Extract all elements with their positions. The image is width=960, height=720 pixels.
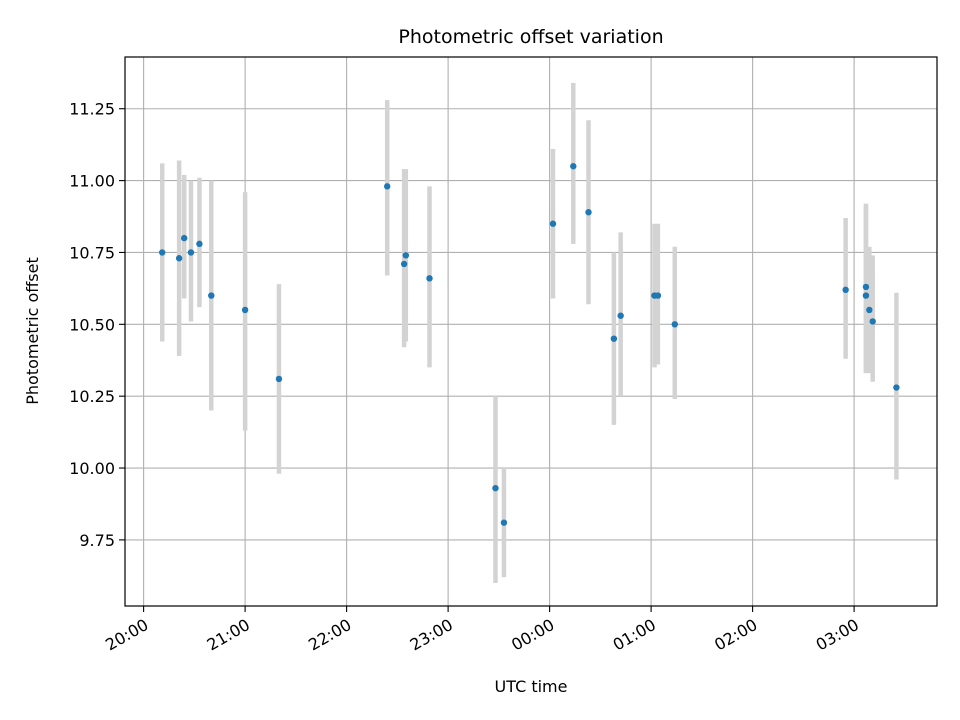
data-point <box>862 283 870 291</box>
y-tick-label: 10.00 <box>69 459 115 478</box>
data-point <box>159 249 166 256</box>
y-tick-label: 9.75 <box>79 531 115 550</box>
data-point <box>500 519 508 526</box>
data-point <box>570 163 577 170</box>
data-point <box>492 484 499 492</box>
data-point <box>208 292 215 299</box>
data-point <box>654 292 662 299</box>
y-axis: 9.75 10.00 10.25 10.50 10.75 11.00 11.25 <box>69 100 125 550</box>
data-point <box>400 260 408 268</box>
y-axis-label: Photometric offset <box>23 257 42 405</box>
data-point <box>181 234 188 242</box>
data-point <box>187 249 195 256</box>
y-tick-label: 11.00 <box>69 172 115 191</box>
data-point <box>893 384 900 391</box>
grid <box>125 57 937 606</box>
data-point <box>869 318 876 325</box>
chart-title: Photometric offset variation <box>398 26 663 48</box>
x-axis-label: UTC time <box>495 677 568 696</box>
plot-frame <box>124 56 938 607</box>
y-tick-label: 10.25 <box>69 387 115 406</box>
data-point <box>384 183 391 190</box>
data-point <box>671 321 678 328</box>
data-point <box>862 292 870 299</box>
data-point <box>426 275 433 282</box>
data-points <box>159 163 900 526</box>
data-point <box>275 375 283 383</box>
data-point <box>585 209 592 216</box>
data-point <box>402 252 410 259</box>
data-point <box>617 312 624 319</box>
data-point <box>175 255 183 262</box>
y-tick-label: 10.75 <box>69 243 115 262</box>
y-tick-label: 10.50 <box>69 315 115 334</box>
data-point <box>241 306 249 314</box>
data-point <box>549 220 557 227</box>
y-tick-label: 11.25 <box>69 100 115 119</box>
data-point <box>866 306 873 314</box>
data-point <box>842 286 849 294</box>
data-point <box>610 335 618 342</box>
data-point <box>196 240 203 248</box>
